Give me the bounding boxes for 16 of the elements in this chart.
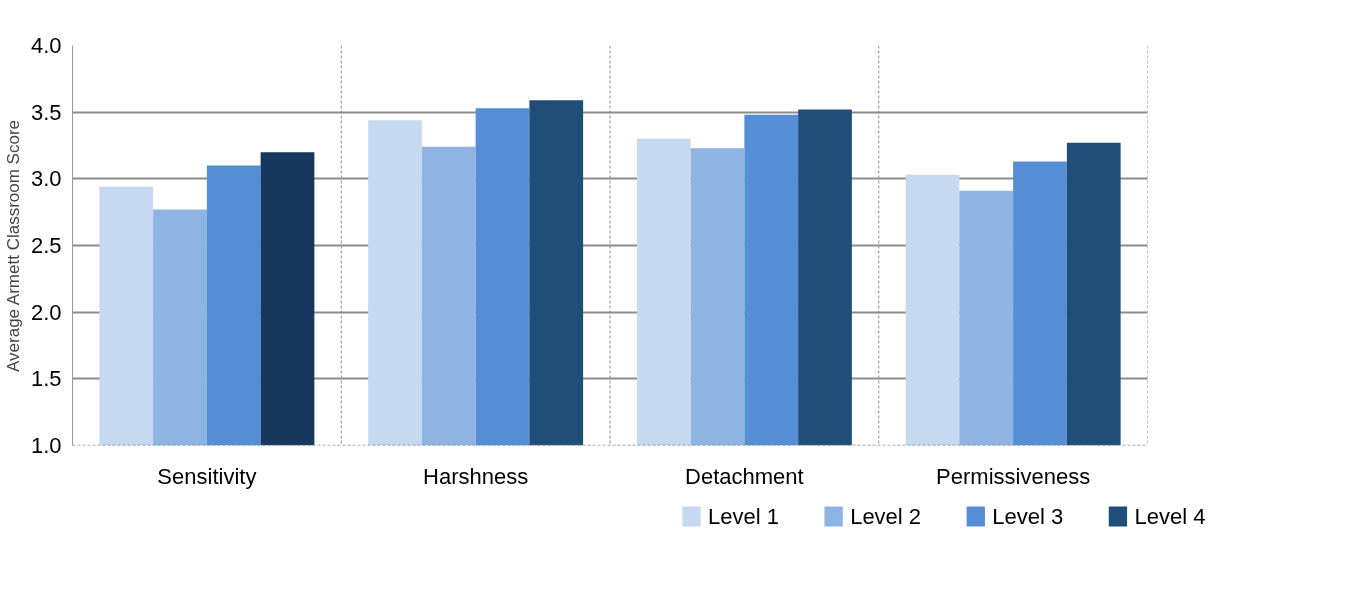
x-tick-label: Harshness [423,463,529,489]
y-tick-label: 1.5 [30,366,62,392]
y-tick-label: 3.5 [30,99,62,125]
y-tick-label: 2.5 [30,233,62,258]
y-axis-title: Average Armett Classroom Score [3,119,23,372]
legend-label: Level 4 [1134,504,1206,529]
y-tick-label: 2.0 [30,299,62,325]
legend-label: Level 1 [708,504,779,529]
legend-label: Level 2 [850,504,922,529]
y-tick-label: 3.0 [30,166,62,192]
legend-label: Level 3 [992,504,1064,529]
x-tick-label: Permissiveness [936,463,1091,489]
y-tick-label: 1.0 [30,433,62,458]
y-tick-label: 4.0 [30,33,62,58]
x-tick-label: Sensitivity [157,463,257,489]
x-tick-label: Detachment [685,463,804,489]
